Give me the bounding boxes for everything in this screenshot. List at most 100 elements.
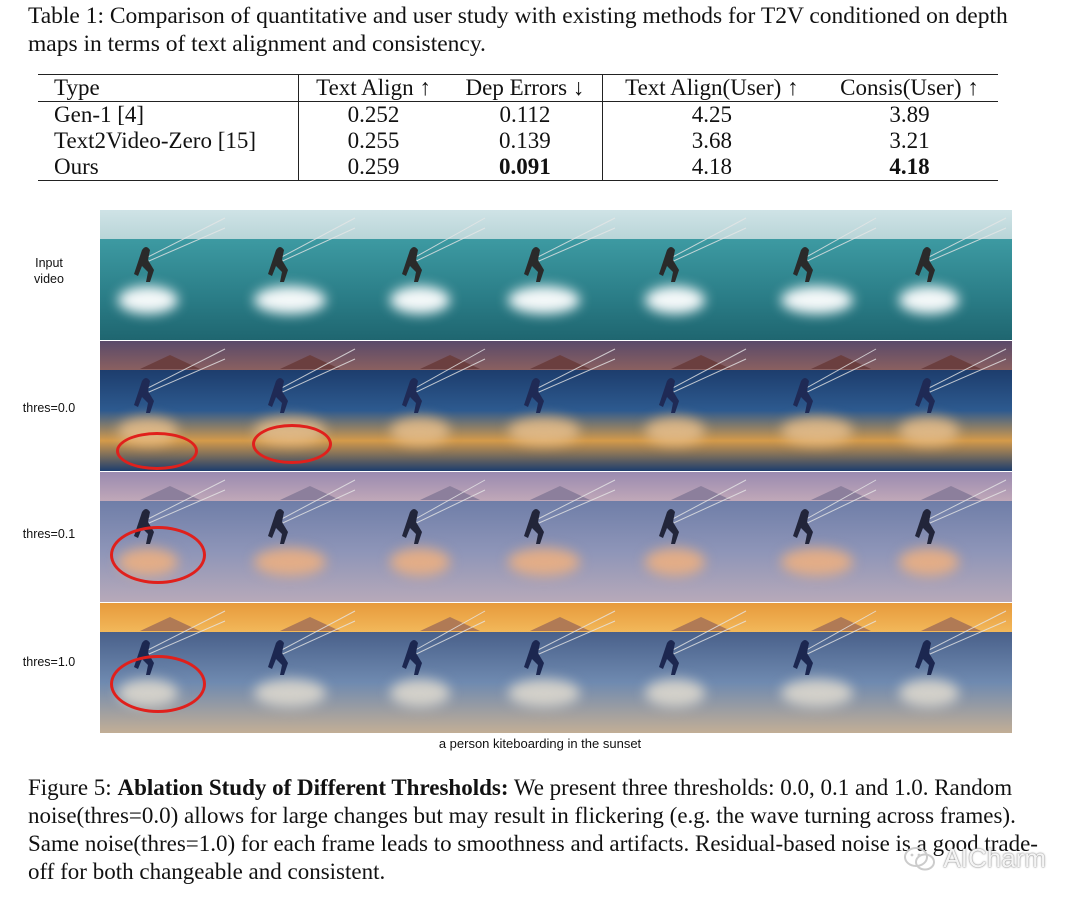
frame-mountain [420,486,481,500]
rider-figure [268,640,289,675]
rider-figure [658,640,679,675]
frame-mountain [920,617,981,631]
rider-figure [792,378,813,413]
video-frame [230,341,362,471]
header-type: Type [38,74,299,102]
cell-best: 0.091 [447,154,603,181]
frame-mountain [140,486,200,500]
frame-spray [644,286,705,314]
row-label-text: Input video [34,256,64,286]
row-label-input: Input video [0,255,98,287]
rider-figure [914,378,935,413]
frame-mountain [810,355,871,369]
kite-lines [658,479,746,544]
rider-figure [658,378,679,413]
video-frame [620,341,752,471]
frame-spray [390,417,451,445]
figure-label: Figure 5: [28,775,112,800]
table-caption: Table 1: Comparison of quantitative and … [28,3,1008,57]
kite-lines [792,217,876,282]
frame-spray [254,286,327,314]
kite-lines [268,479,356,544]
rider-figure [524,509,545,544]
video-frame [750,472,882,602]
video-frame [620,472,752,602]
rider-figure [792,509,813,544]
header-text-align-user: Text Align(User) ↑ [602,74,821,102]
frame-mountain [420,617,481,631]
cell: Ours [38,154,299,181]
kite-lines [914,217,1007,282]
video-frame [360,472,492,602]
rider-figure [268,509,289,544]
frame-spray [254,548,327,576]
row-label-thres-0: thres=0.0 [22,401,76,415]
rider-figure [524,378,545,413]
rider-figure [658,247,679,282]
video-frame [880,341,1012,471]
frame-mountain [530,355,591,369]
table-row: Gen-1 [4] 0.252 0.112 4.25 3.89 [38,101,998,128]
frame-spray [898,286,959,314]
frame-sky [230,210,362,239]
frame-spray [390,548,451,576]
frame-spray [780,286,853,314]
kite-lines [914,348,1007,413]
highlight-circle [110,655,206,713]
frame-grid [100,210,1012,735]
cell: 0.259 [298,154,448,181]
frame-spray [780,548,853,576]
video-frame [100,210,231,340]
highlight-circle [116,432,198,470]
cell: 0.139 [447,128,603,154]
frame-spray [898,548,959,576]
video-frame [360,341,492,471]
cell: 0.112 [447,101,603,128]
table-header-row: Type Text Align ↑ Dep Errors ↓ Text Alig… [38,74,998,102]
frame-spray [508,286,581,314]
video-frame [880,210,1012,340]
frame-mountain [810,486,871,500]
video-frame [620,210,752,340]
figure-body: We present three thresholds: 0.0, 0.1 an… [28,775,1038,884]
frame-sky [360,210,492,239]
video-frame [490,341,622,471]
frame-spray [644,679,705,707]
rider-figure [914,509,935,544]
kite-lines [914,610,1007,675]
frame-mountain [140,355,200,369]
video-frame [490,472,622,602]
cell: 3.89 [889,102,930,127]
rider-figure [524,640,545,675]
frame-spray [780,679,853,707]
kite-lines [524,348,616,413]
watermark-text: AICharm [943,843,1046,873]
video-frame [360,210,492,340]
video-frame [230,603,362,733]
figure-title: Ablation Study of Different Thresholds: [117,775,509,800]
kite-lines [524,217,616,282]
header-text-align: Text Align ↑ [298,74,448,102]
watermark: AICharm [903,843,1046,874]
figure-subcaption: a person kiteboarding in the sunset [438,736,642,751]
video-frame [490,210,622,340]
frame-mountain [810,617,871,631]
kite-lines [524,610,616,675]
kite-lines [268,217,356,282]
rider-figure [524,247,545,282]
video-frame [360,603,492,733]
wechat-icon [904,846,936,870]
frame-spray [508,679,581,707]
cell: 4.18 [602,154,821,181]
rider-figure [402,247,423,282]
frame-mountain [920,486,981,500]
frame-spray [390,286,451,314]
frame-spray [644,548,705,576]
rider-figure [268,378,289,413]
kite-lines [402,610,486,675]
table-row: Ours 0.259 0.091 4.18 4.18 [38,154,998,181]
cell: 0.252 [347,102,400,127]
frame-spray [780,417,853,445]
cell: Gen-1 [4] [38,101,299,128]
rider-figure [134,247,154,282]
